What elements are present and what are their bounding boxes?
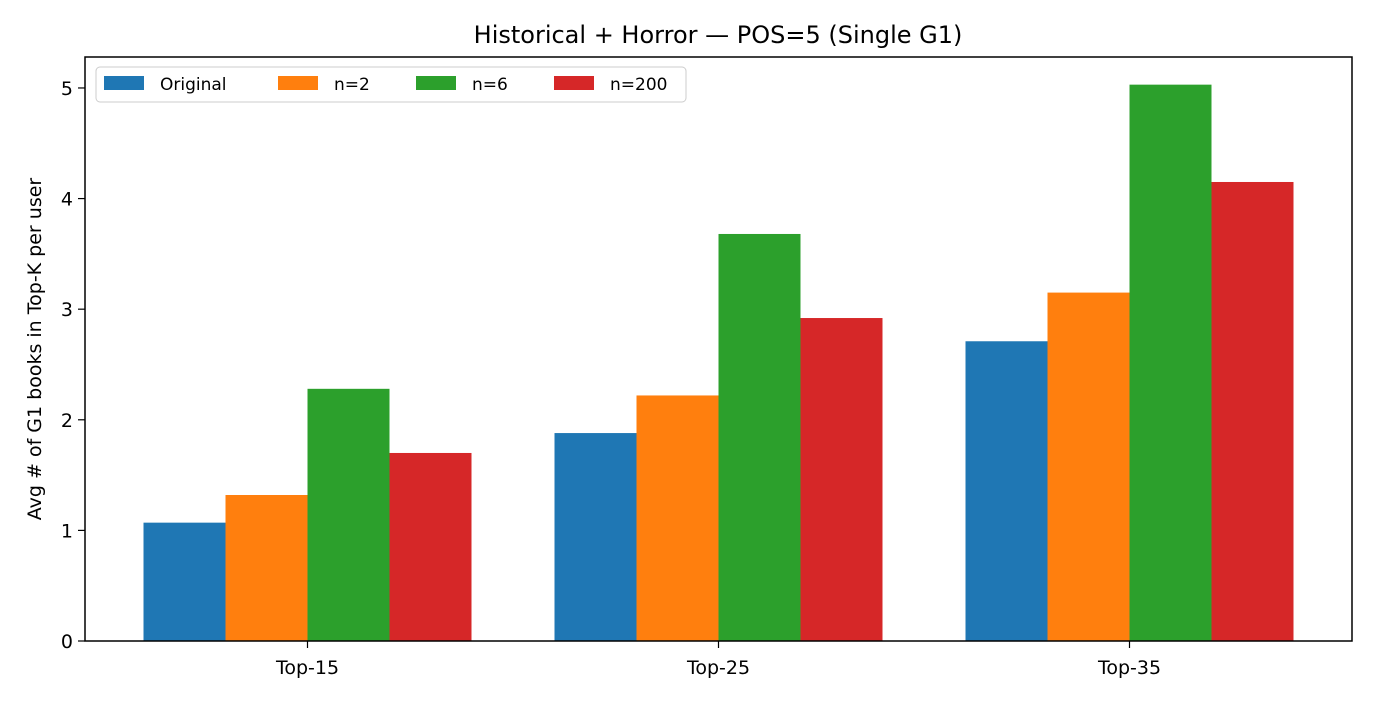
y-ticks-group: 0 1 2 3 4 5 [61, 78, 85, 653]
bar-n-2-top-25 [636, 395, 719, 641]
chart-title: Historical + Horror — POS=5 (Single G1) [474, 21, 963, 49]
bar-n-6-top-25 [718, 233, 801, 641]
legend-swatch [104, 76, 144, 90]
legend-label: n=200 [610, 75, 667, 95]
y-tick-label: 0 [61, 631, 73, 653]
x-tick-label: Top-35 [1097, 657, 1161, 679]
legend: Original n=2 n=6 n=200 [95, 66, 687, 103]
x-tick-label: Top-25 [686, 657, 750, 679]
y-tick-label: 1 [61, 520, 73, 542]
bar-n-2-top-35 [1047, 292, 1130, 641]
x-ticks-group: Top-15 Top-25 Top-35 [275, 641, 1161, 679]
legend-box [95, 66, 687, 103]
bar-n-200-top-25 [800, 318, 883, 641]
bar-original-top-35 [965, 341, 1048, 641]
legend-swatch [278, 76, 318, 90]
bar-n-6-top-35 [1129, 84, 1212, 642]
legend-swatch [554, 76, 594, 90]
y-tick-label: 4 [61, 189, 73, 211]
bar-n-200-top-15 [389, 452, 472, 641]
legend-label: n=2 [334, 75, 370, 95]
legend-label: n=6 [472, 75, 508, 95]
y-tick-label: 5 [61, 78, 73, 100]
bar-n-200-top-35 [1211, 181, 1294, 641]
y-tick-label: 2 [61, 410, 73, 432]
bar-n-2-top-15 [225, 495, 308, 641]
bar-original-top-15 [143, 522, 226, 641]
bar-original-top-25 [554, 433, 637, 641]
y-tick-label: 3 [61, 299, 73, 321]
bars-group [143, 84, 1294, 642]
legend-swatch [416, 76, 456, 90]
legend-label: Original [160, 75, 227, 95]
y-axis-label: Avg # of G1 books in Top-K per user [24, 178, 46, 521]
x-tick-label: Top-15 [275, 657, 339, 679]
bar-n-6-top-15 [307, 388, 390, 641]
